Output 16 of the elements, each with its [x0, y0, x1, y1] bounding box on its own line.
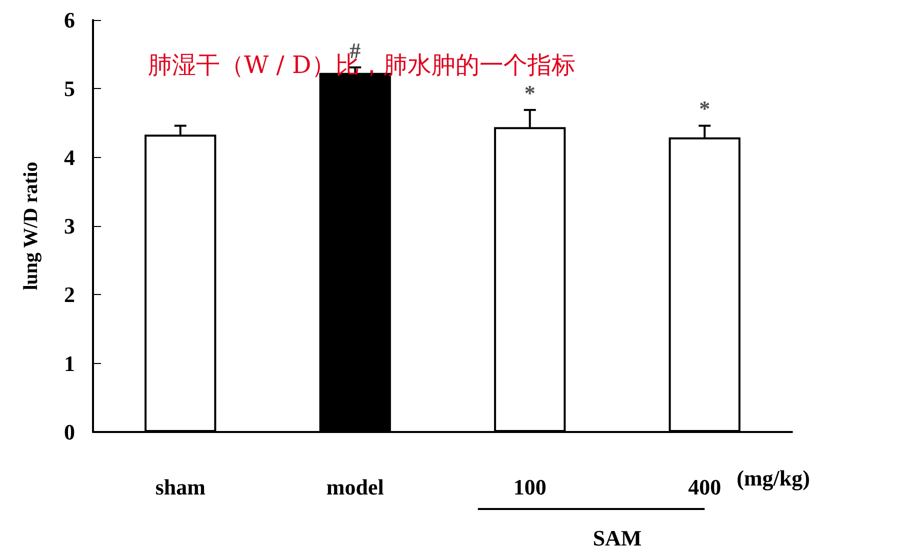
y-tick-label: 5	[64, 76, 75, 102]
y-tick-label: 0	[64, 420, 75, 444]
x-tick-label: 400	[688, 474, 722, 500]
x-tick-label: sham	[155, 474, 206, 500]
y-tick-label: 4	[64, 144, 75, 170]
y-tick-label: 3	[64, 214, 75, 238]
y-axis-title: lung W/D ratio	[20, 162, 42, 290]
annotation: *	[699, 96, 710, 122]
x-tick-label: model	[326, 474, 384, 500]
x-tick-label: 100	[513, 474, 546, 500]
annotation: *	[524, 80, 536, 106]
y-tick-label: 1	[64, 350, 75, 376]
y-tick-label: 6	[64, 8, 75, 32]
text: SAM	[592, 526, 642, 550]
y-tick-label: 2	[64, 282, 75, 308]
text: (mg/kg)	[736, 466, 810, 490]
